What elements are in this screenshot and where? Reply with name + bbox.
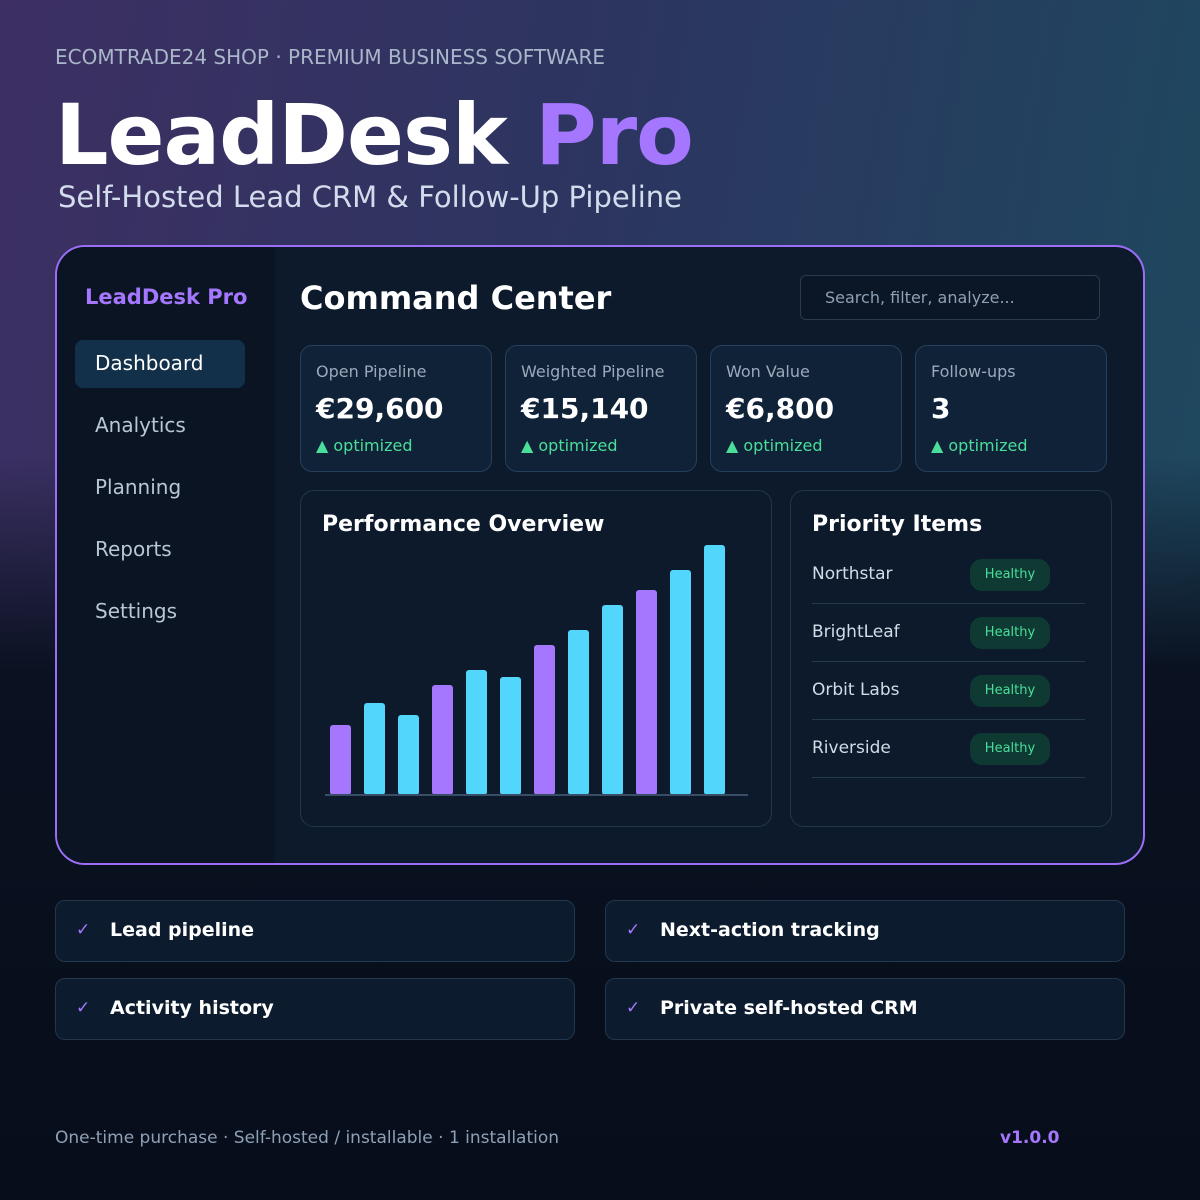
- priority-title: Priority Items: [812, 512, 983, 537]
- bar: [670, 570, 691, 795]
- status-badge: Healthy: [970, 733, 1050, 765]
- check-icon: ✓: [76, 920, 91, 940]
- bar: [466, 670, 487, 795]
- kpi-value: €6,800: [726, 392, 835, 425]
- search-placeholder: Search, filter, analyze...: [825, 288, 1015, 307]
- kpi-card: Follow-ups 3 ▲ optimized: [915, 345, 1107, 472]
- kpi-card: Won Value €6,800 ▲ optimized: [710, 345, 902, 472]
- bar: [398, 715, 419, 795]
- product-title: LeadDesk Pro: [55, 86, 694, 184]
- separator: [812, 777, 1085, 778]
- feature: ✓ Private self-hosted CRM: [605, 978, 1125, 1040]
- feature-text: Lead pipeline: [110, 919, 255, 941]
- nav-item[interactable]: Dashboard: [75, 340, 245, 388]
- bar: [568, 630, 589, 795]
- nav-item[interactable]: Settings: [95, 599, 178, 623]
- bar: [602, 605, 623, 795]
- bar: [364, 703, 385, 795]
- bar: [704, 545, 725, 795]
- feature-text: Activity history: [110, 997, 274, 1019]
- nav-item[interactable]: Reports: [95, 537, 172, 561]
- kpi-label: Won Value: [726, 362, 810, 381]
- kpi-value: 3: [931, 392, 951, 425]
- brand: LeadDesk Pro: [85, 285, 248, 309]
- check-icon: ✓: [626, 998, 641, 1018]
- bar: [330, 725, 351, 795]
- title-accent: Pro: [535, 86, 694, 184]
- separator: [812, 603, 1085, 604]
- bar: [500, 677, 521, 795]
- kpi-label: Weighted Pipeline: [521, 362, 665, 381]
- feature: ✓ Lead pipeline: [55, 900, 575, 962]
- kpi-delta: ▲ optimized: [931, 436, 1028, 455]
- feature: ✓ Activity history: [55, 978, 575, 1040]
- footer-note: One-time purchase · Self-hosted / instal…: [55, 1128, 560, 1148]
- check-icon: ✓: [626, 920, 641, 940]
- bar: [534, 645, 555, 795]
- subtitle: Self-Hosted Lead CRM & Follow-Up Pipelin…: [58, 180, 683, 214]
- title-main: LeadDesk: [55, 86, 508, 184]
- kpi-label: Follow-ups: [931, 362, 1016, 381]
- kpi-card: Weighted Pipeline €15,140 ▲ optimized: [505, 345, 697, 472]
- heading: Command Center: [300, 279, 612, 317]
- version: v1.0.0: [1000, 1128, 1060, 1148]
- bar: [636, 590, 657, 795]
- priority-name: Riverside: [812, 738, 891, 758]
- separator: [812, 661, 1085, 662]
- status-badge: Healthy: [970, 675, 1050, 707]
- kpi-card: Open Pipeline €29,600 ▲ optimized: [300, 345, 492, 472]
- chart-title: Performance Overview: [322, 512, 605, 537]
- priority-card: [790, 490, 1112, 827]
- bar: [432, 685, 453, 795]
- search-box[interactable]: Search, filter, analyze...: [800, 275, 1100, 320]
- priority-name: Northstar: [812, 564, 893, 584]
- status-badge: Healthy: [970, 617, 1050, 649]
- check-icon: ✓: [76, 998, 91, 1018]
- kpi-value: €15,140: [521, 392, 649, 425]
- feature: ✓ Next-action tracking: [605, 900, 1125, 962]
- feature-text: Next-action tracking: [660, 919, 880, 941]
- kpi-value: €29,600: [316, 392, 444, 425]
- kpi-delta: ▲ optimized: [726, 436, 823, 455]
- status-badge: Healthy: [970, 559, 1050, 591]
- nav-item[interactable]: Analytics: [95, 413, 186, 437]
- kpi-label: Open Pipeline: [316, 362, 427, 381]
- chart: [325, 545, 748, 796]
- separator: [812, 719, 1085, 720]
- nav-item[interactable]: Planning: [95, 475, 182, 499]
- kpi-delta: ▲ optimized: [316, 436, 413, 455]
- priority-name: BrightLeaf: [812, 622, 900, 642]
- priority-name: Orbit Labs: [812, 680, 900, 700]
- feature-text: Private self-hosted CRM: [660, 997, 918, 1019]
- kpi-delta: ▲ optimized: [521, 436, 618, 455]
- eyebrow: ECOMTRADE24 SHOP · PREMIUM BUSINESS SOFT…: [55, 45, 606, 69]
